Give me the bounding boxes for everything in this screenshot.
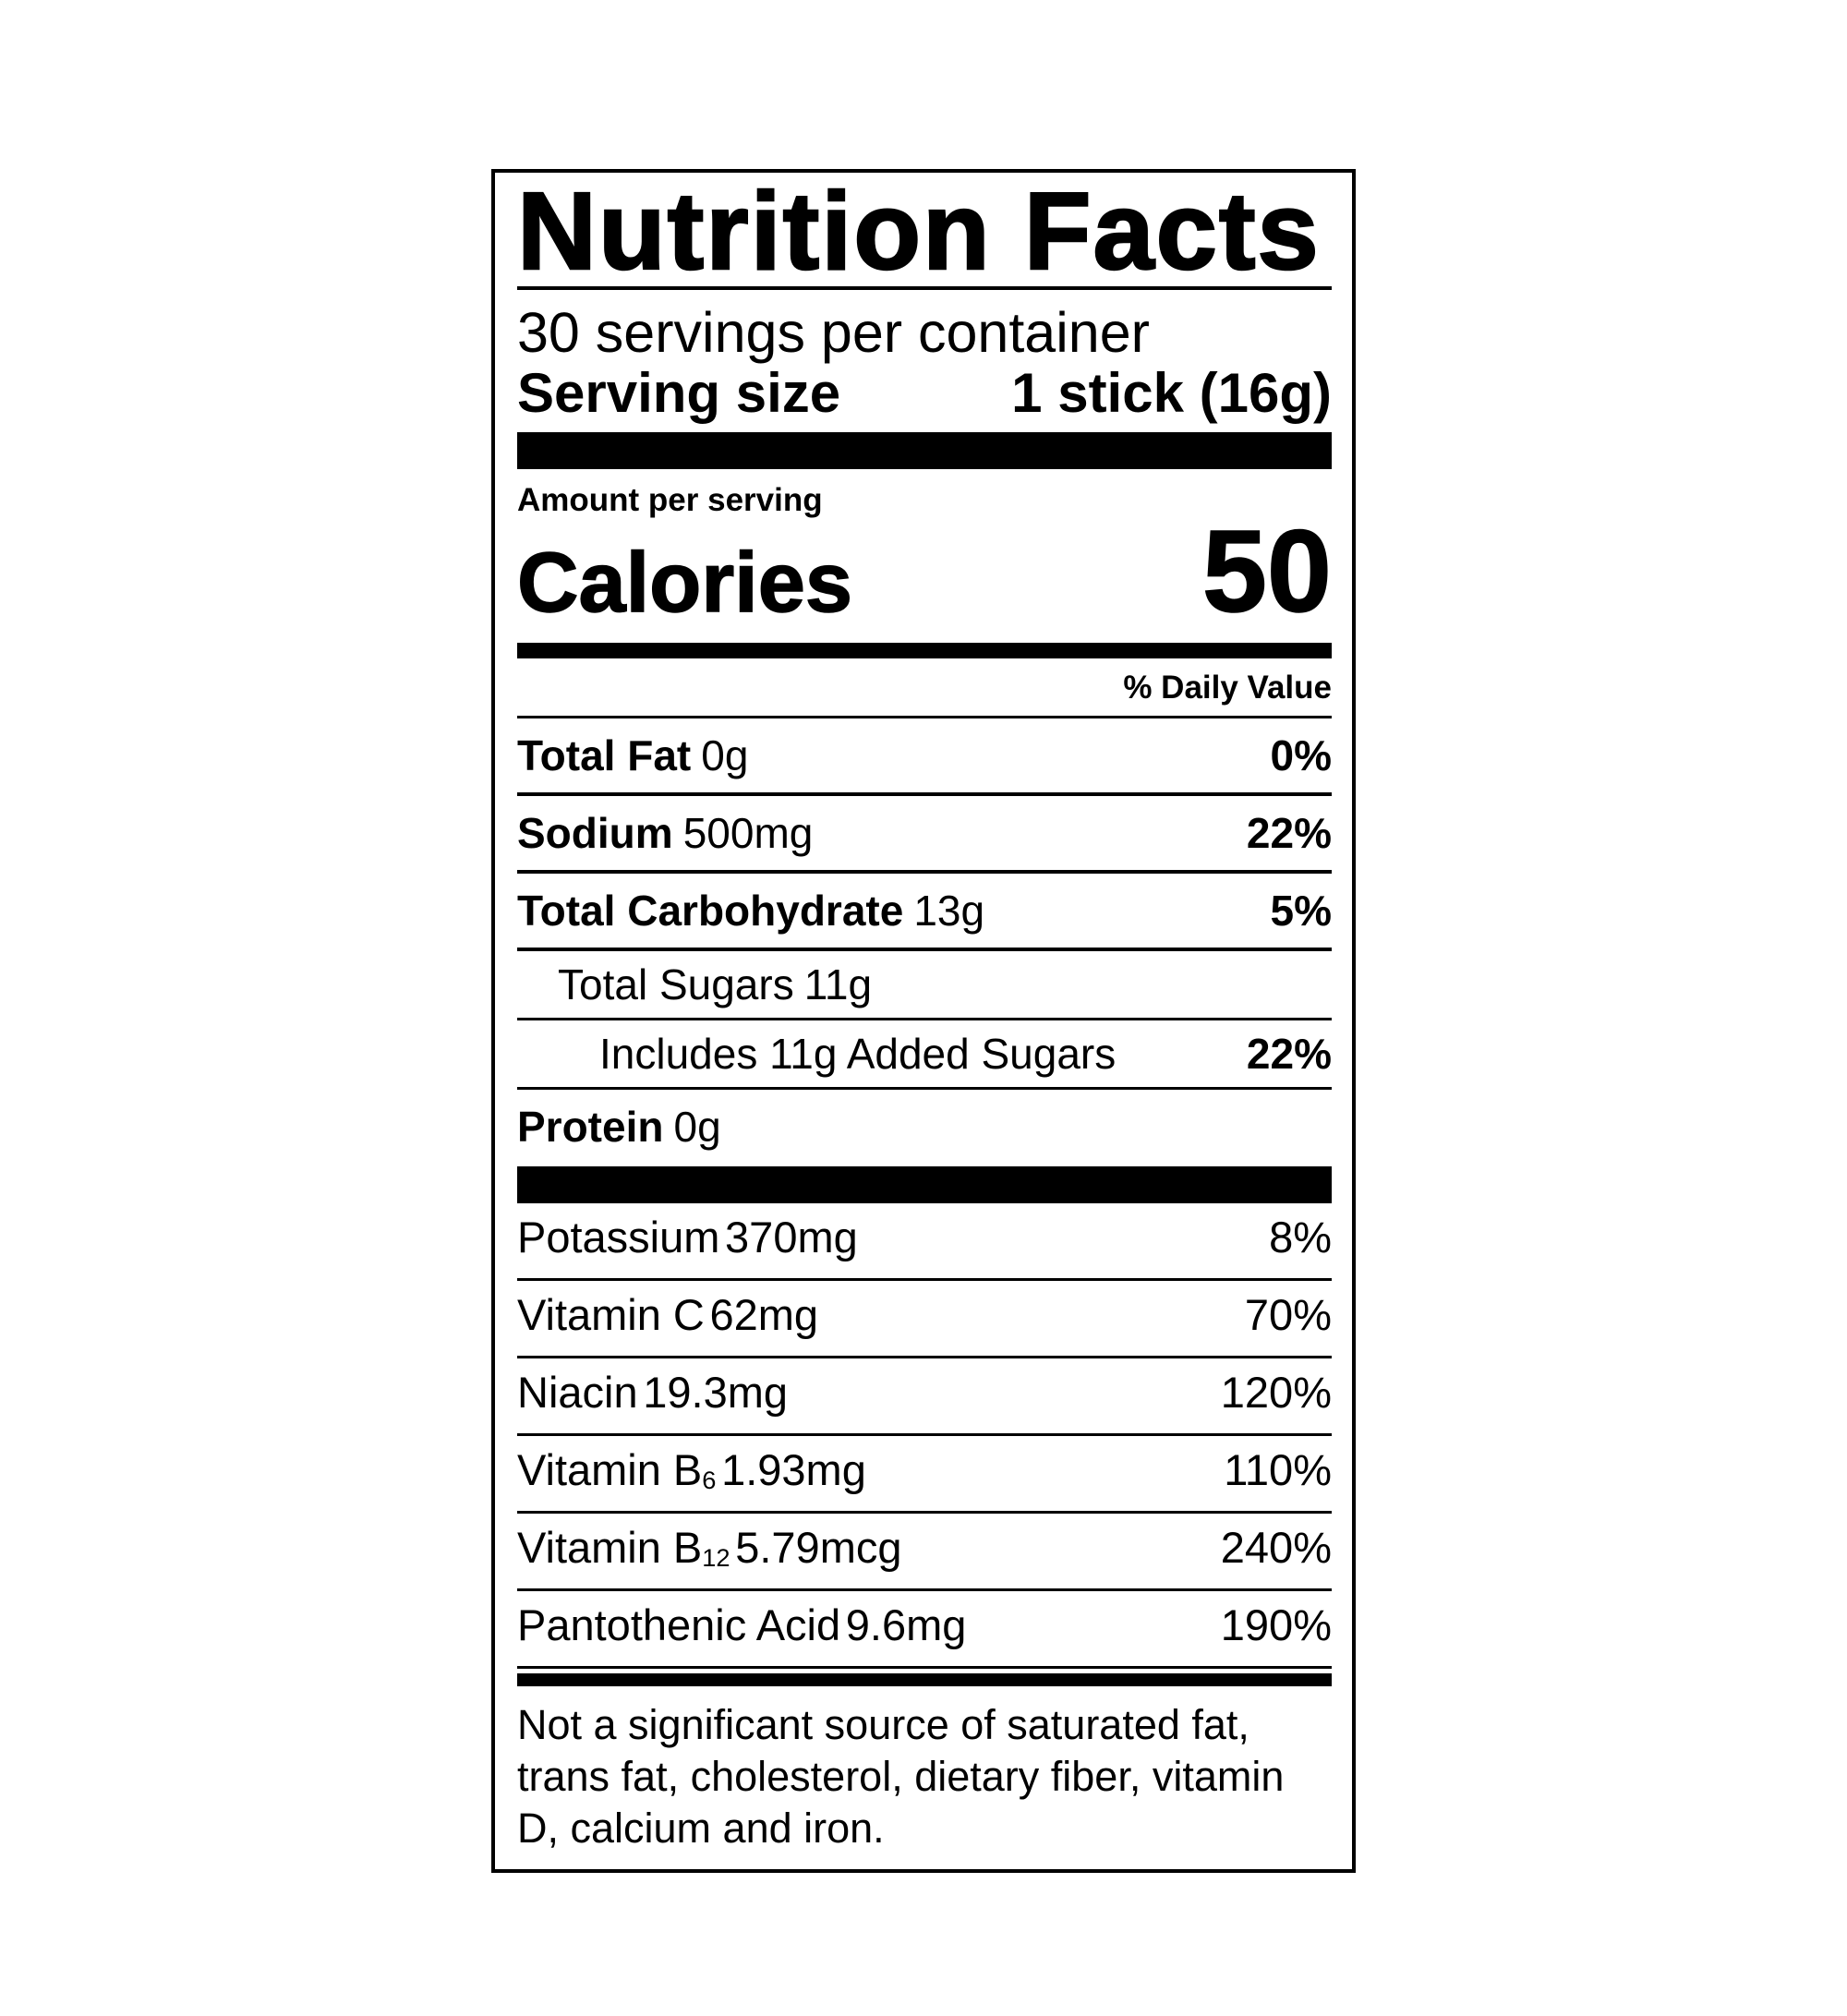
- calories-value: 50: [1201, 506, 1333, 636]
- nutrient-name-amount: Includes 11g Added Sugars: [599, 1029, 1116, 1079]
- serving-size-row: Serving size 1 stick (16g): [517, 364, 1332, 423]
- vitamin-dv: 190%: [1220, 1600, 1332, 1650]
- nutrient-amount: 11g: [803, 960, 873, 1009]
- separator-bar-thick-top: [517, 432, 1332, 469]
- vitamin-row-vitamin-b6: Vitamin B6 1.93mg 110%: [517, 1436, 1332, 1515]
- nutrient-dv: 0%: [1270, 731, 1332, 780]
- vitamin-dv: 120%: [1220, 1368, 1332, 1418]
- nutrient-name-amount: Protein 0g: [517, 1102, 721, 1152]
- nutrient-name: Sodium: [517, 809, 673, 858]
- vitamin-row-vitamin-c: Vitamin C 62mg 70%: [517, 1281, 1332, 1359]
- vitamin-subscript: 12: [702, 1543, 730, 1572]
- vitamin-amount: 370mg: [725, 1213, 858, 1262]
- nutrient-name-amount: Total Fat 0g: [517, 730, 748, 780]
- vitamin-name-amount: Vitamin B12 5.79mcg: [517, 1523, 902, 1579]
- serving-size-value: 1 stick (16g): [1011, 362, 1332, 424]
- label-title: Nutrition Facts: [516, 175, 1332, 290]
- separator-bar-thick-middle: [517, 1166, 1332, 1204]
- vitamin-name-amount: Niacin 19.3mg: [517, 1368, 788, 1424]
- vitamin-amount: 19.3mg: [643, 1368, 789, 1418]
- nutrient-name: Total Fat: [517, 731, 692, 780]
- nutrient-name: Includes 11g Added Sugars: [599, 1030, 1117, 1079]
- calories-row: Calories 50: [516, 506, 1333, 636]
- vitamin-name-amount: Pantothenic Acid 9.6mg: [517, 1600, 966, 1657]
- nutrient-amount: 13g: [913, 887, 985, 936]
- vitamin-row-niacin: Niacin 19.3mg 120%: [517, 1358, 1332, 1437]
- nutrient-row-protein: Protein 0g: [517, 1090, 1332, 1166]
- vitamin-name: Pantothenic Acid: [517, 1600, 841, 1650]
- nutrient-dv: 22%: [1246, 809, 1332, 858]
- nutrient-amount: 0g: [673, 1103, 721, 1152]
- vitamin-dv: 70%: [1244, 1290, 1332, 1340]
- vitamin-row-pantothenic-acid: Pantothenic Acid 9.6mg 190%: [517, 1591, 1332, 1670]
- vitamin-amount: 9.6mg: [845, 1600, 967, 1650]
- nutrient-row-sodium: Sodium 500mg 22%: [517, 796, 1332, 875]
- vitamin-dv: 110%: [1224, 1445, 1332, 1495]
- nutrient-row-total-fat: Total Fat 0g 0%: [517, 718, 1332, 797]
- vitamin-amount: 62mg: [709, 1290, 819, 1340]
- nutrient-row-added-sugars: Includes 11g Added Sugars 22%: [517, 1020, 1332, 1091]
- calories-label: Calories: [516, 536, 853, 631]
- footnote: Not a significant source of saturated fa…: [517, 1701, 1285, 1853]
- vitamin-name-amount: Potassium 370mg: [517, 1213, 858, 1269]
- nutrient-name-amount: Total Carbohydrate 13g: [517, 886, 984, 936]
- vitamin-name: Vitamin B: [517, 1523, 703, 1573]
- serving-size-label: Serving size: [517, 362, 841, 424]
- nutrient-row-total-sugars: Total Sugars 11g: [517, 951, 1332, 1021]
- vitamin-subscript: 6: [702, 1466, 717, 1494]
- separator-bar-thick-bottom: [517, 1673, 1332, 1687]
- nutrient-row-total-carbohydrate: Total Carbohydrate 13g 5%: [517, 874, 1332, 952]
- nutrient-dv: 22%: [1246, 1030, 1332, 1079]
- vitamin-amount: 5.79mcg: [735, 1523, 902, 1573]
- vitamin-dv: 8%: [1269, 1213, 1332, 1262]
- nutrient-name: Total Sugars: [558, 960, 794, 1009]
- vitamin-name-amount: Vitamin B6 1.93mg: [517, 1445, 866, 1502]
- separator-bar-medium: [517, 643, 1332, 659]
- vitamin-name: Vitamin C: [517, 1290, 705, 1340]
- vitamin-amount: 1.93mg: [721, 1445, 866, 1495]
- nutrient-name-amount: Sodium 500mg: [517, 808, 813, 858]
- nutrition-facts-label: Nutrition Facts 30 servings per containe…: [491, 169, 1356, 1874]
- daily-value-header: % Daily Value: [517, 658, 1332, 719]
- nutrient-amount: 0g: [701, 731, 749, 780]
- servings-per-container: 30 servings per container: [517, 301, 1150, 364]
- vitamin-name: Potassium: [517, 1213, 720, 1262]
- vitamin-row-vitamin-b12: Vitamin B12 5.79mcg 240%: [517, 1514, 1332, 1592]
- nutrient-name-amount: Total Sugars 11g: [558, 960, 872, 1009]
- nutrient-name: Protein: [517, 1103, 664, 1152]
- vitamin-row-potassium: Potassium 370mg 8%: [517, 1203, 1332, 1282]
- nutrient-amount: 500mg: [682, 809, 814, 858]
- vitamin-dv: 240%: [1220, 1523, 1332, 1573]
- nutrient-dv: 5%: [1270, 887, 1332, 936]
- vitamin-name: Niacin: [517, 1368, 638, 1418]
- amount-per-serving-label: Amount per serving: [517, 482, 823, 518]
- nutrient-name: Total Carbohydrate: [517, 887, 904, 936]
- vitamin-name: Vitamin B: [517, 1445, 703, 1495]
- vitamin-name-amount: Vitamin C 62mg: [517, 1290, 818, 1346]
